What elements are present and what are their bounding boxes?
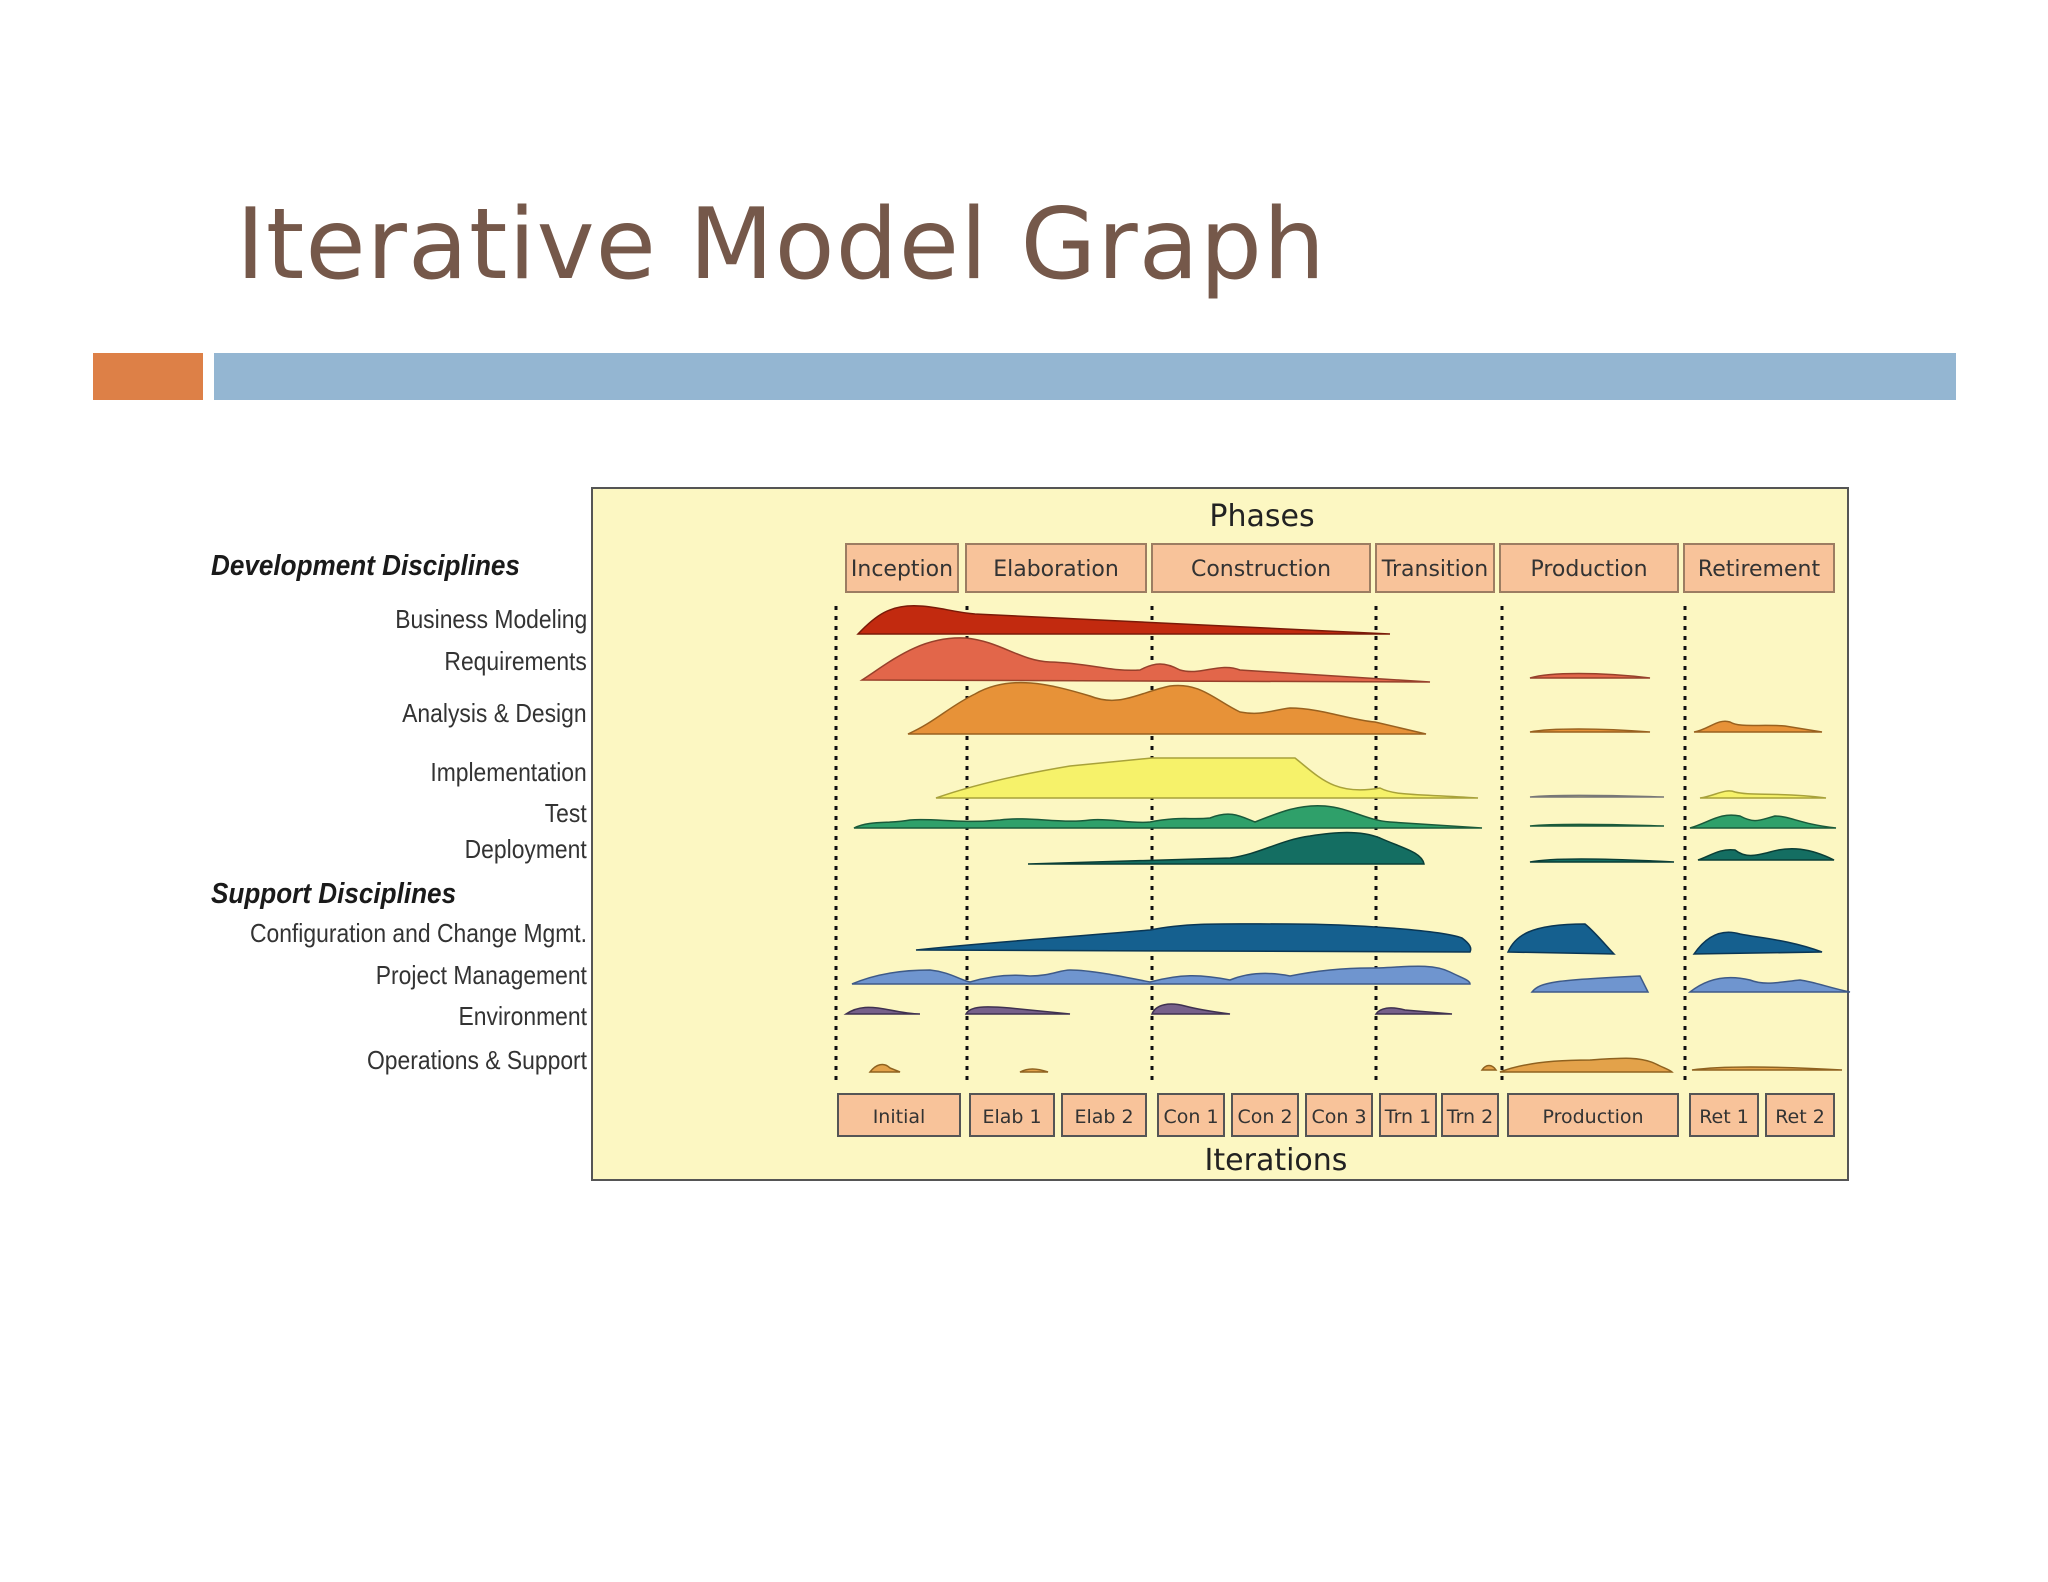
hump-analysis-design-retirement [1693,720,1823,733]
discipline-label-environment: Environment [458,1001,587,1031]
phase-box-inception [845,543,959,593]
iteration-box-trn-2 [1441,1093,1499,1137]
slide-title: Iterative Model Graph [236,188,1327,302]
iteration-box-ret-1 [1689,1093,1759,1137]
phase-label-transition: Transition [1381,557,1488,582]
discipline-labels: Development Disciplines Business Modelin… [205,540,587,1100]
support-disciplines-heading: Support Disciplines [211,878,457,910]
phase-label-elaboration: Elaboration [993,557,1119,582]
discipline-label-test: Test [545,798,587,828]
iteration-boxes: Initial Elab 1 Elab 2 Con 1 Con 2 Con 3 … [837,1093,1835,1137]
iteration-label-trn-1: Trn 1 [1384,1106,1431,1128]
phase-label-construction: Construction [1191,557,1331,582]
hump-config-change-mgmt-production [1506,923,1616,955]
phase-label-retirement: Retirement [1698,557,1821,582]
diagram-svg: Phases Inception Elaboration Constructio… [591,487,1851,1181]
iteration-label-con-1: Con 1 [1163,1106,1218,1128]
discipline-label-business-modeling: Business Modeling [394,604,587,634]
discipline-label-requirements: Requirements [444,646,587,676]
phase-box-production [1499,543,1679,593]
hump-operations-transition [1480,1064,1498,1071]
phase-box-transition [1375,543,1495,593]
phase-label-inception: Inception [851,557,953,582]
phase-divider-lines [834,606,1687,1086]
hump-analysis-design [907,681,1427,735]
iteration-box-production [1507,1093,1679,1137]
iteration-box-initial [837,1093,961,1137]
hump-config-change-mgmt-retirement [1692,931,1823,955]
iterative-model-diagram: Phases Inception Elaboration Constructio… [590,486,1852,1183]
hump-environment-transition [1374,1007,1453,1015]
hump-business-modeling [856,605,1391,635]
hump-analysis-design-production [1529,728,1651,733]
hump-environment-elaboration [964,1006,1071,1015]
iteration-label-ret-2: Ret 2 [1775,1106,1825,1128]
hump-project-management-production [1530,975,1650,993]
hump-operations-retirement [1691,1066,1843,1071]
development-disciplines-heading: Development Disciplines [211,550,520,582]
title-accent-orange-bar [93,353,203,400]
iterations-heading: Iterations [1205,1143,1348,1178]
hump-test [853,804,1483,829]
phases-heading: Phases [1209,499,1314,534]
hump-requirements-production [1529,672,1651,679]
discipline-label-project-management: Project Management [375,960,587,990]
iteration-label-con-3: Con 3 [1311,1106,1366,1128]
iteration-label-production: Production [1542,1106,1643,1128]
iteration-box-con-1 [1157,1093,1225,1137]
iteration-box-elab-1 [969,1093,1055,1137]
iteration-box-con-3 [1305,1093,1373,1137]
iteration-box-ret-2 [1765,1093,1835,1137]
iteration-box-trn-1 [1379,1093,1437,1137]
phase-box-retirement [1683,543,1835,593]
hump-implementation-production [1529,794,1665,798]
discipline-label-analysis-design: Analysis & Design [402,698,587,728]
workload-humps [843,605,1851,1073]
discipline-label-config-change-mgmt: Configuration and Change Mgmt. [249,918,587,948]
iteration-box-con-2 [1231,1093,1299,1137]
phase-box-elaboration [965,543,1147,593]
hump-deployment-production [1529,858,1675,863]
hump-test-production [1529,823,1665,827]
phase-label-production: Production [1530,557,1647,582]
discipline-label-implementation: Implementation [430,757,587,787]
hump-implementation [935,757,1479,799]
hump-operations-initial [868,1063,901,1073]
hump-implementation-retirement [1699,790,1827,799]
hump-requirements [859,637,1431,683]
hump-deployment-retirement [1697,847,1835,861]
hump-project-management-retirement [1687,976,1851,993]
hump-operations-elaboration [1019,1068,1049,1073]
hump-operations-production [1499,1057,1674,1073]
phase-boxes: Inception Elaboration Construction Trans… [845,543,1835,593]
iteration-label-trn-2: Trn 2 [1446,1106,1493,1128]
iteration-label-initial: Initial [873,1106,926,1128]
hump-test-retirement [1689,814,1837,829]
iteration-label-elab-2: Elab 2 [1074,1106,1133,1128]
iteration-label-con-2: Con 2 [1237,1106,1292,1128]
title-accent-blue-bar [214,353,1956,400]
iteration-box-elab-2 [1061,1093,1147,1137]
hump-environment-construction [1150,1003,1231,1015]
hump-environment-initial [843,1006,921,1015]
hump-project-management [851,965,1471,985]
iteration-label-ret-1: Ret 1 [1699,1106,1749,1128]
discipline-label-operations-support: Operations & Support [366,1045,587,1075]
discipline-label-deployment: Deployment [464,834,587,864]
hump-config-change-mgmt [915,923,1472,953]
hump-deployment [1027,831,1425,865]
phase-box-construction [1151,543,1371,593]
iteration-label-elab-1: Elab 1 [982,1106,1041,1128]
